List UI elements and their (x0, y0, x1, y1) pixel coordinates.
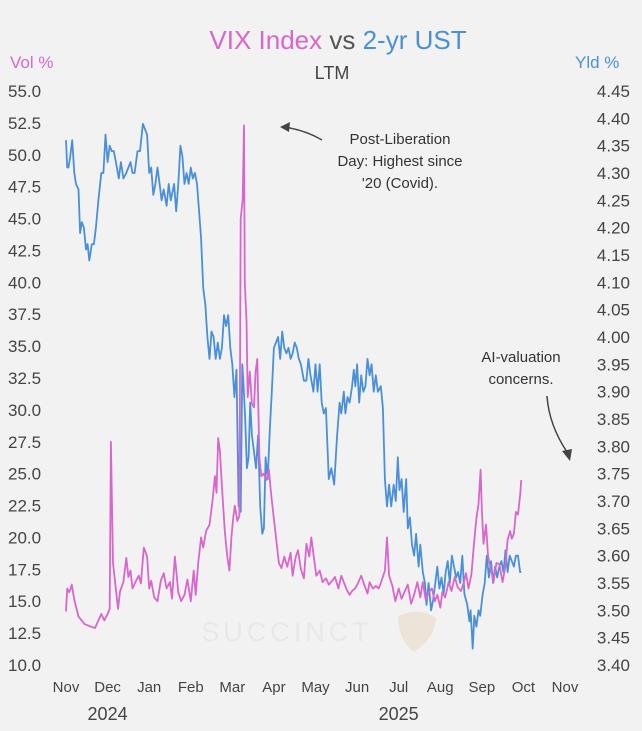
annotation-liberation-line-2: Day: Highest since (337, 153, 462, 170)
x-tick-label: Jun (345, 679, 369, 696)
x-tick-label: Sep (468, 679, 495, 696)
right-tick-label: 3.65 (597, 519, 630, 538)
right-tick-label: 3.40 (597, 656, 630, 675)
left-tick-label: 25.0 (8, 465, 41, 484)
annotation-ai-line-1: AI-valuation (481, 349, 560, 366)
right-tick-label: 4.35 (597, 137, 630, 156)
right-tick-label: 3.75 (597, 465, 630, 484)
chart-title: VIX Index vs 2-yr UST (209, 25, 466, 55)
x-tick-label: Jan (137, 679, 161, 696)
series-lines (65, 122, 523, 650)
left-axis-ticks: 55.0 52.5 50.0 47.5 45.0 42.5 40.0 37.5 35.0 32.5… (8, 82, 41, 675)
right-tick-label: 3.60 (597, 547, 630, 566)
vix-series-line (65, 124, 523, 629)
left-tick-label: 32.5 (8, 369, 41, 388)
title-vix: VIX Index (209, 25, 322, 55)
left-tick-label: 37.5 (8, 305, 41, 324)
x-axis-ticks: Nov Dec Jan Feb Mar Apr May Jun Jul Aug Sep Oct Nov (53, 679, 579, 696)
x-tick-label: Nov (53, 679, 80, 696)
year-label: 2024 (88, 704, 128, 724)
right-tick-label: 4.45 (597, 82, 630, 101)
x-tick-label: Oct (512, 679, 536, 696)
watermark: SUCCINCT (201, 611, 436, 652)
x-tick-label: Mar (219, 679, 245, 696)
right-tick-label: 4.10 (597, 273, 630, 292)
right-tick-label: 3.85 (597, 410, 630, 429)
right-tick-label: 4.20 (597, 219, 630, 238)
left-tick-label: 55.0 (8, 82, 41, 101)
x-tick-label: May (301, 679, 330, 696)
right-tick-label: 4.05 (597, 301, 630, 320)
left-tick-label: 17.5 (8, 560, 41, 579)
left-tick-label: 12.5 (8, 624, 41, 643)
watermark-text: SUCCINCT (201, 617, 373, 647)
right-tick-label: 3.50 (597, 601, 630, 620)
x-tick-label: Feb (178, 679, 204, 696)
ust-series-line (65, 122, 522, 650)
left-tick-label: 42.5 (8, 241, 41, 260)
annotation-liberation-line-1: Post-Liberation (350, 131, 451, 148)
right-tick-label: 4.40 (597, 109, 630, 128)
title-vs: vs (322, 25, 362, 55)
left-tick-label: 45.0 (8, 210, 41, 229)
annotation-ai-line-2: concerns. (488, 371, 553, 388)
annotation-ai-arrowhead (562, 449, 572, 461)
x-tick-label: Apr (262, 679, 285, 696)
year-label: 2025 (379, 704, 419, 724)
right-axis-ticks: 4.45 4.40 4.35 4.30 4.25 4.20 4.15 4.10 4.05 4.00… (597, 82, 630, 675)
watermark-logo-icon (398, 611, 436, 652)
left-tick-label: 47.5 (8, 178, 41, 197)
right-tick-label: 3.95 (597, 355, 630, 374)
right-tick-label: 3.80 (597, 437, 630, 456)
title-ust: 2-yr UST (363, 25, 467, 55)
left-tick-label: 10.0 (8, 656, 41, 675)
left-tick-label: 30.0 (8, 401, 41, 420)
annotation-liberation-arrowhead (280, 122, 290, 132)
year-labels: 2024 2025 (88, 704, 419, 724)
annotation-ai-arrow (546, 395, 568, 453)
x-tick-label: Nov (552, 679, 579, 696)
left-tick-label: 35.0 (8, 337, 41, 356)
right-tick-label: 3.90 (597, 383, 630, 402)
right-axis-label: Yld % (575, 53, 619, 72)
x-tick-label: Jul (389, 679, 408, 696)
left-tick-label: 15.0 (8, 592, 41, 611)
left-tick-label: 52.5 (8, 114, 41, 133)
right-tick-label: 4.30 (597, 164, 630, 183)
chart-subtitle: LTM (315, 63, 350, 83)
right-tick-label: 3.45 (597, 629, 630, 648)
x-tick-label: Dec (94, 679, 121, 696)
annotation-liberation: Post-Liberation Day: Highest since '20 (… (280, 122, 463, 192)
annotation-ai: AI-valuation concerns. (481, 349, 572, 461)
left-tick-label: 20.0 (8, 528, 41, 547)
left-tick-label: 40.0 (8, 273, 41, 292)
right-tick-label: 4.00 (597, 328, 630, 347)
annotation-liberation-line-3: '20 (Covid). (362, 175, 438, 192)
left-tick-label: 27.5 (8, 433, 41, 452)
left-tick-label: 22.5 (8, 497, 41, 516)
left-tick-label: 50.0 (8, 146, 41, 165)
right-tick-label: 4.15 (597, 246, 630, 265)
x-tick-label: Aug (427, 679, 454, 696)
right-tick-label: 4.25 (597, 191, 630, 210)
right-tick-label: 3.70 (597, 492, 630, 511)
right-tick-label: 3.55 (597, 574, 630, 593)
left-axis-label: Vol % (10, 53, 53, 72)
